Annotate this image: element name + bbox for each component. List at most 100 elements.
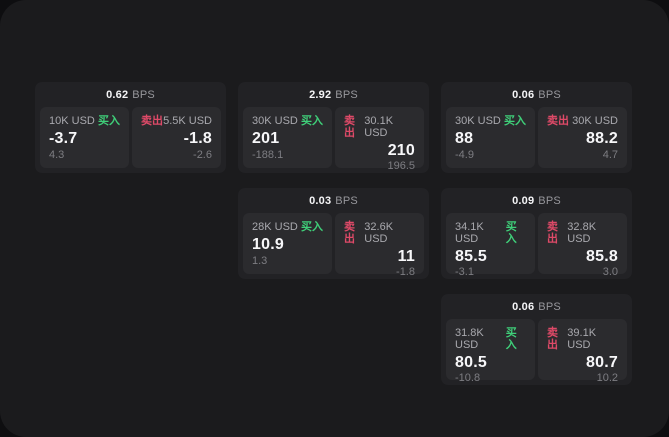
- sell-price: 11: [397, 248, 415, 265]
- buy-delta: 4.3: [49, 149, 65, 161]
- sell-panel[interactable]: 卖出 39.1K USD 80.7 10.2: [538, 319, 627, 384]
- sell-panel[interactable]: 卖出 30.1K USD 210 196.5: [335, 107, 424, 172]
- sell-panel-header: 卖出 30K USD: [547, 115, 618, 127]
- sell-label: 卖出: [344, 115, 355, 139]
- sell-delta: -2.6: [193, 149, 212, 161]
- buy-label: 买入: [505, 327, 517, 351]
- sell-delta: 3.0: [602, 266, 618, 278]
- quote-body: 31.8K USD 买入 80.5 -10.8 卖出 39.1K USD 80.…: [446, 319, 627, 384]
- bps-value: 0.09: [512, 194, 535, 207]
- sell-label: 卖出: [547, 221, 558, 245]
- bps-value: 0.06: [512, 300, 535, 313]
- buy-delta: 1.3: [252, 255, 268, 267]
- sell-delta: 196.5: [387, 160, 415, 172]
- buy-panel-header: 31.8K USD 买入: [455, 327, 526, 351]
- buy-panel-header: 30K USD 买入: [455, 115, 526, 127]
- quote-body: 10K USD 买入 -3.7 4.3 卖出 5.5K USD -1.8 -2.…: [40, 107, 221, 168]
- sell-panel[interactable]: 卖出 32.8K USD 85.8 3.0: [538, 213, 627, 278]
- sell-label: 卖出: [547, 115, 569, 127]
- bps-value: 0.03: [309, 194, 332, 207]
- quote-card: 0.09 BPS 34.1K USD 买入 85.5 -3.1 卖出 32.8K…: [441, 188, 632, 279]
- buy-label: 买入: [504, 115, 526, 127]
- quote-body: 30K USD 买入 88 -4.9 卖出 30K USD 88.2 4.7: [446, 107, 627, 168]
- buy-size: 34.1K USD: [455, 221, 484, 245]
- quote-card: 0.06 BPS 30K USD 买入 88 -4.9 卖出 30K USD: [441, 82, 632, 173]
- quote-body: 34.1K USD 买入 85.5 -3.1 卖出 32.8K USD 85.8…: [446, 213, 627, 278]
- buy-panel[interactable]: 34.1K USD 买入 85.5 -3.1: [446, 213, 535, 278]
- quote-card: 2.92 BPS 30K USD 买入 201 -188.1 卖出 30.1K …: [238, 82, 429, 173]
- buy-price: 88: [455, 130, 474, 147]
- buy-panel[interactable]: 28K USD 买入 10.9 1.3: [243, 213, 332, 274]
- bps-header: 0.06 BPS: [446, 82, 627, 107]
- sell-size: 30.1K USD: [364, 115, 394, 139]
- bps-header: 0.06 BPS: [446, 294, 627, 319]
- quote-body: 28K USD 买入 10.9 1.3 卖出 32.6K USD 11 -1.8: [243, 213, 424, 278]
- sell-size: 32.6K USD: [364, 221, 394, 245]
- sell-label: 卖出: [547, 327, 558, 351]
- buy-panel-header: 30K USD 买入: [252, 115, 323, 127]
- quote-body: 30K USD 买入 201 -188.1 卖出 30.1K USD 210 1…: [243, 107, 424, 172]
- buy-price: -3.7: [49, 130, 78, 147]
- sell-label: 卖出: [141, 115, 163, 127]
- buy-size: 30K USD: [252, 115, 298, 127]
- sell-price: 85.8: [586, 248, 618, 265]
- sell-size: 39.1K USD: [567, 327, 597, 351]
- sell-price: 80.7: [586, 354, 618, 371]
- buy-size: 28K USD: [252, 221, 298, 233]
- bps-unit: BPS: [538, 300, 561, 313]
- sell-panel-header: 卖出 39.1K USD: [547, 327, 618, 351]
- buy-panel-header: 34.1K USD 买入: [455, 221, 526, 245]
- buy-price: 80.5: [455, 354, 487, 371]
- bps-value: 0.06: [512, 88, 535, 101]
- bps-value: 0.62: [106, 88, 129, 101]
- buy-size: 31.8K USD: [455, 327, 484, 351]
- buy-delta: -10.8: [455, 372, 481, 384]
- quote-grid: 0.62 BPS 10K USD 买入 -3.7 4.3 卖出 5.5K USD: [35, 82, 632, 385]
- bps-unit: BPS: [538, 194, 561, 207]
- sell-panel-header: 卖出 32.6K USD: [344, 221, 415, 245]
- buy-panel[interactable]: 10K USD 买入 -3.7 4.3: [40, 107, 129, 168]
- bps-header: 0.09 BPS: [446, 188, 627, 213]
- sell-size: 30K USD: [572, 115, 618, 127]
- buy-size: 10K USD: [49, 115, 95, 127]
- buy-panel[interactable]: 31.8K USD 买入 80.5 -10.8: [446, 319, 535, 384]
- sell-delta: 4.7: [602, 149, 618, 161]
- bps-unit: BPS: [538, 88, 561, 101]
- bps-header: 2.92 BPS: [243, 82, 424, 107]
- quote-card: 0.62 BPS 10K USD 买入 -3.7 4.3 卖出 5.5K USD: [35, 82, 226, 173]
- bps-unit: BPS: [335, 88, 358, 101]
- sell-size: 32.8K USD: [567, 221, 597, 245]
- bps-unit: BPS: [335, 194, 358, 207]
- sell-delta: -1.8: [396, 266, 415, 278]
- sell-panel[interactable]: 卖出 30K USD 88.2 4.7: [538, 107, 627, 168]
- sell-panel-header: 卖出 32.8K USD: [547, 221, 618, 245]
- buy-price: 201: [252, 130, 280, 147]
- bps-value: 2.92: [309, 88, 332, 101]
- buy-label: 买入: [505, 221, 517, 245]
- bps-header: 0.62 BPS: [40, 82, 221, 107]
- buy-panel-header: 10K USD 买入: [49, 115, 120, 127]
- buy-delta: -188.1: [252, 149, 284, 161]
- buy-panel[interactable]: 30K USD 买入 88 -4.9: [446, 107, 535, 168]
- sell-price: 210: [387, 142, 415, 159]
- buy-label: 买入: [301, 221, 323, 233]
- buy-label: 买入: [98, 115, 120, 127]
- sell-delta: 10.2: [596, 372, 618, 384]
- sell-panel-header: 卖出 5.5K USD: [141, 115, 212, 127]
- bps-header: 0.03 BPS: [243, 188, 424, 213]
- sell-price: -1.8: [183, 130, 212, 147]
- bps-unit: BPS: [132, 88, 155, 101]
- sell-panel-header: 卖出 30.1K USD: [344, 115, 415, 139]
- buy-panel[interactable]: 30K USD 买入 201 -188.1: [243, 107, 332, 168]
- quote-card: 0.03 BPS 28K USD 买入 10.9 1.3 卖出 32.6K US…: [238, 188, 429, 279]
- buy-panel-header: 28K USD 买入: [252, 221, 323, 233]
- sell-panel[interactable]: 卖出 32.6K USD 11 -1.8: [335, 213, 424, 278]
- buy-label: 买入: [301, 115, 323, 127]
- sell-size: 5.5K USD: [163, 115, 212, 127]
- buy-size: 30K USD: [455, 115, 501, 127]
- sell-label: 卖出: [344, 221, 355, 245]
- quote-card: 0.06 BPS 31.8K USD 买入 80.5 -10.8 卖出 39.1…: [441, 294, 632, 385]
- sell-panel[interactable]: 卖出 5.5K USD -1.8 -2.6: [132, 107, 221, 168]
- buy-price: 85.5: [455, 248, 487, 265]
